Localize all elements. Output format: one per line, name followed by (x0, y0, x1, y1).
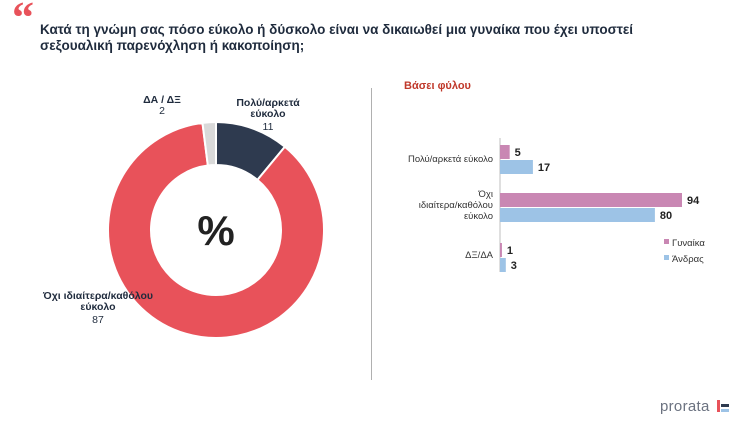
legend-swatch (664, 239, 669, 244)
category-label: Όχι ιδιαίτερα/καθόλου εύκολο (419, 189, 493, 222)
category-label: Πολύ/αρκετά εύκολο (408, 154, 493, 165)
brand-name: prorata (660, 398, 710, 415)
bar (500, 145, 510, 159)
brand-bars-icon (717, 400, 730, 412)
bar-value-label: 94 (687, 195, 700, 207)
legend-label: Γυναίκα (672, 238, 705, 249)
category-label: ΔΞ/ΔΑ (465, 250, 494, 261)
panel-divider (371, 88, 372, 380)
bar (500, 208, 655, 222)
pie-slice (201, 120, 217, 167)
bar-value-label: 3 (511, 260, 517, 272)
slice-label-not-easy: Όχι ιδιαίτερα/καθόλου εύκολο (42, 290, 153, 313)
pie-slice (107, 121, 325, 339)
slice-label-dk: ΔΑ / ΔΞ (143, 94, 181, 106)
page-title: Κατά τη γνώμη σας πόσο εύκολο ή δύσκολο … (40, 22, 634, 53)
center-label: % (197, 207, 234, 254)
bar-chart-title: Βάσει φύλου (404, 80, 471, 92)
bar (500, 243, 502, 257)
slice-label-very-easy: Πολύ/αρκετά εύκολο (236, 97, 300, 120)
brand-logo: prorata (660, 397, 730, 415)
bar (500, 193, 682, 207)
bar-value-label: 1 (507, 245, 513, 257)
slice-value-dk: 2 (159, 105, 165, 117)
bar (500, 258, 506, 272)
legend-swatch (664, 255, 669, 260)
bar (500, 160, 533, 174)
legend-label: Άνδρας (672, 254, 704, 265)
bar-value-label: 80 (660, 210, 672, 222)
slice-value-not-easy: 87 (92, 314, 104, 326)
quote-mark-icon: “ (12, 0, 34, 42)
bar-value-label: 17 (538, 162, 550, 174)
slice-value-very-easy: 11 (263, 121, 274, 133)
bar-value-label: 5 (515, 147, 521, 159)
